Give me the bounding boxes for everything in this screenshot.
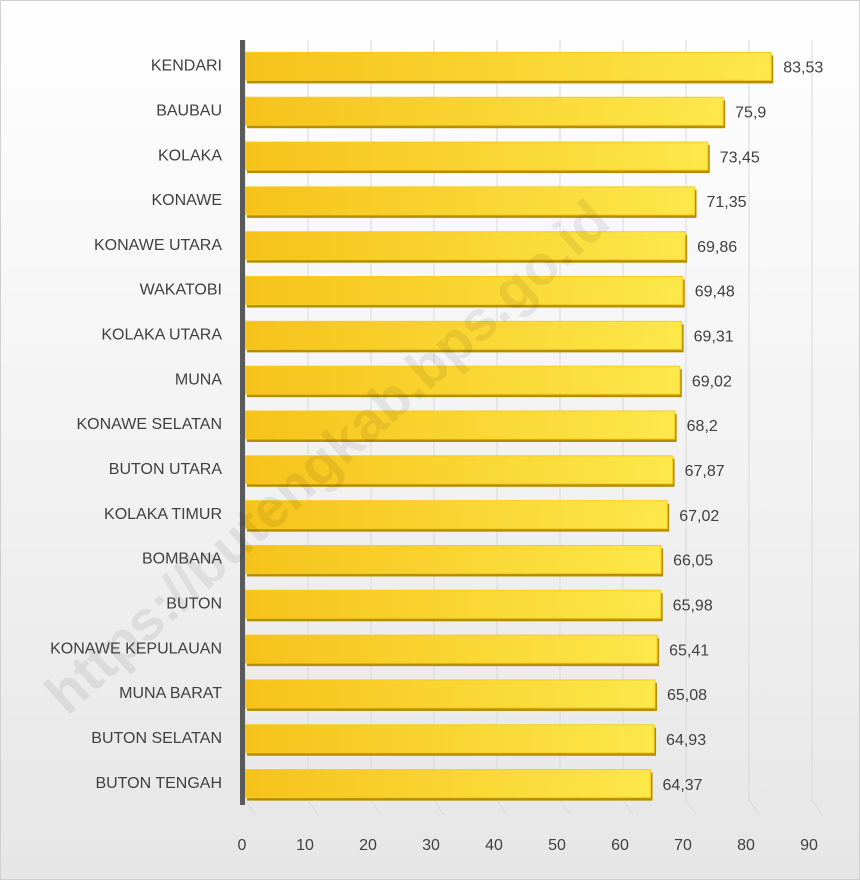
bar — [244, 769, 652, 799]
grid-line — [685, 799, 697, 816]
y-tick-label: BUTON UTARA — [109, 461, 223, 478]
bar — [244, 410, 676, 440]
grid-line — [622, 799, 634, 816]
bars — [244, 51, 774, 801]
bar — [244, 276, 684, 306]
y-tick-label: KONAWE UTARA — [94, 237, 222, 254]
x-tick-label: 0 — [238, 837, 247, 854]
x-tick-label: 40 — [485, 837, 503, 854]
y-tick-label: WAKATOBI — [140, 282, 222, 299]
y-tick-label: MUNA — [175, 371, 222, 388]
y-tick-label: KONAWE KEPULAUAN — [50, 640, 222, 657]
y-tick-label: KOLAKA TIMUR — [104, 506, 222, 523]
y-tick-label: BAUBAU — [156, 102, 222, 119]
y-tick-label: KONAWE — [151, 192, 222, 209]
x-tick-label: 90 — [800, 837, 818, 854]
bar — [244, 724, 655, 754]
data-label: 69,86 — [697, 239, 737, 256]
data-label: 67,02 — [679, 508, 719, 525]
data-label: 83,53 — [783, 60, 823, 77]
data-label: 75,9 — [735, 104, 766, 121]
data-label: 64,93 — [666, 732, 706, 749]
grid-line — [433, 799, 445, 816]
bar — [244, 589, 662, 619]
axis-line — [240, 40, 245, 805]
data-label: 68,2 — [687, 418, 718, 435]
data-label: 65,41 — [669, 642, 709, 659]
data-label: 65,08 — [667, 687, 707, 704]
bar — [244, 544, 662, 574]
bar — [244, 141, 709, 171]
data-label: 69,48 — [695, 284, 735, 301]
bar — [244, 186, 696, 216]
bar — [244, 679, 656, 709]
y-tick-label: BUTON TENGAH — [95, 775, 222, 792]
y-tick-label: BOMBANA — [142, 551, 222, 568]
data-label: 66,05 — [673, 553, 713, 570]
data-label: 73,45 — [720, 149, 760, 166]
grid-line — [496, 799, 508, 816]
y-tick-label: BUTON SELATAN — [91, 730, 222, 747]
x-tick-label: 70 — [674, 837, 692, 854]
y-tick-label: MUNA BARAT — [119, 685, 222, 702]
x-tick-label: 30 — [422, 837, 440, 854]
data-label: 67,87 — [685, 463, 725, 480]
data-label: 69,02 — [692, 373, 732, 390]
data-label: 71,35 — [707, 194, 747, 211]
grid-line — [811, 799, 823, 816]
y-tick-label: BUTON — [166, 596, 222, 613]
grid-line — [559, 799, 571, 816]
bar — [244, 455, 674, 485]
bar — [244, 634, 658, 664]
bar — [244, 231, 686, 261]
bar — [244, 500, 668, 530]
data-label: 65,98 — [673, 598, 713, 615]
x-tick-label: 80 — [737, 837, 755, 854]
y-tick-label: KOLAKA UTARA — [101, 327, 222, 344]
bar — [244, 96, 724, 126]
x-tick-label: 10 — [296, 837, 314, 854]
grid-line — [244, 799, 256, 816]
grid-line — [307, 799, 319, 816]
x-tick-label: 20 — [359, 837, 377, 854]
data-label: 69,31 — [694, 329, 734, 346]
y-tick-label: KONAWE SELATAN — [76, 416, 222, 433]
y-tick-label: KOLAKA — [158, 147, 222, 164]
bar — [244, 51, 772, 81]
bar — [244, 365, 681, 395]
grid-line — [748, 799, 760, 816]
grid-line — [370, 799, 382, 816]
x-tick-label: 50 — [548, 837, 566, 854]
x-tick-label: 60 — [611, 837, 629, 854]
y-tick-label: KENDARI — [151, 58, 222, 75]
data-label: 64,37 — [663, 777, 703, 794]
